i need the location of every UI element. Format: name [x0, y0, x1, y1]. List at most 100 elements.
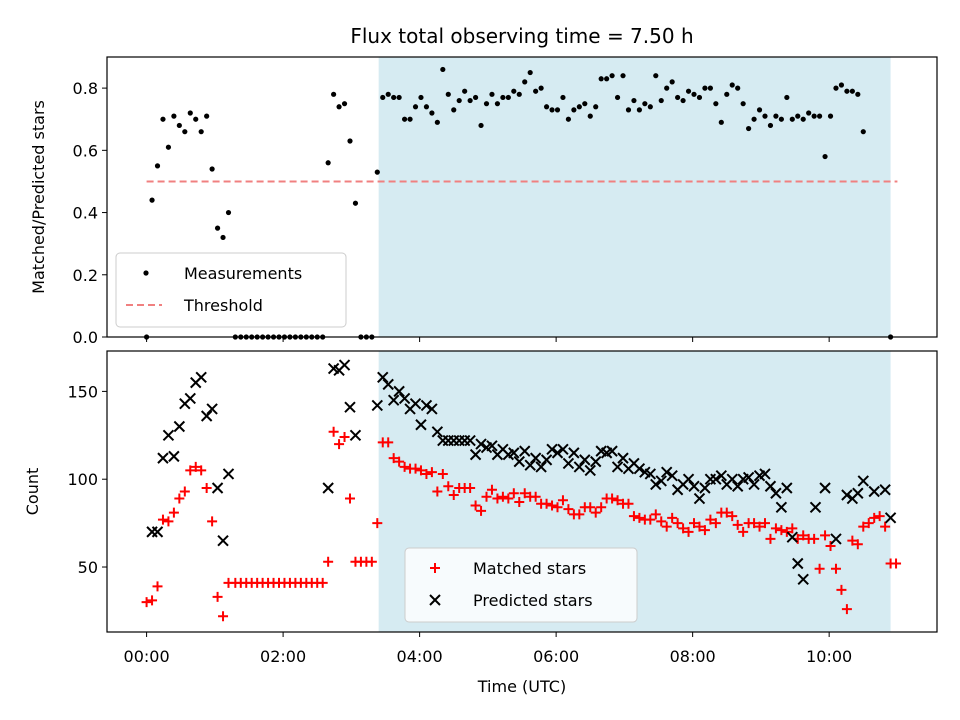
data-point: [742, 471, 755, 484]
data-point: [179, 486, 190, 497]
data-point: [661, 521, 672, 532]
data-point: [563, 504, 574, 515]
data-point: [565, 116, 572, 122]
data-point: [494, 101, 501, 107]
data-point: [328, 426, 339, 437]
data-point: [160, 116, 166, 122]
data-point: [476, 505, 487, 516]
data-point: [317, 577, 328, 588]
data-point: [590, 455, 602, 468]
legend-box: [404, 547, 638, 623]
data-point: [401, 116, 408, 122]
data-point: [171, 113, 177, 119]
legend-label: Matched stars: [473, 559, 586, 578]
data-point: [211, 482, 224, 494]
data-point: [751, 116, 757, 122]
data-point: [225, 209, 232, 216]
data-point: [789, 116, 795, 122]
x-tick-label: 06:00: [533, 647, 579, 666]
data-point: [409, 397, 422, 410]
data-point: [198, 129, 204, 135]
data-point: [860, 129, 866, 135]
data-point: [478, 122, 484, 129]
data-point: [426, 467, 437, 478]
legend-label: Predicted stars: [473, 591, 593, 610]
data-point: [696, 94, 703, 101]
data-point: [874, 511, 885, 522]
data-point: [838, 82, 845, 88]
data-point: [607, 493, 618, 504]
data-point: [786, 531, 799, 543]
data-point: [168, 450, 180, 463]
data-point: [880, 521, 891, 532]
data-point: [492, 493, 503, 504]
legend: Matched stars Predicted stars: [404, 547, 638, 623]
data-point: [884, 512, 897, 524]
data-point: [201, 482, 212, 493]
legend-marker: [143, 270, 149, 276]
data-point: [530, 491, 541, 502]
data-point: [598, 76, 604, 82]
data-point: [879, 484, 891, 496]
count-panel: 50 100 150 00:00 02:00 04:00 06:00 08:00 10:00 Co…: [23, 350, 938, 666]
y-tick-label: 150: [67, 382, 98, 401]
data-point: [841, 604, 852, 615]
data-point: [827, 113, 834, 119]
data-point: [527, 69, 533, 76]
data-point: [347, 138, 353, 144]
data-point: [620, 73, 626, 79]
data-point: [519, 488, 530, 499]
data-point: [571, 107, 577, 113]
data-point: [541, 498, 552, 509]
observing-window-shade: [378, 57, 891, 337]
x-tick-label: 08:00: [670, 647, 716, 666]
data-point: [732, 519, 743, 530]
data-point: [606, 445, 618, 457]
data-point: [683, 526, 694, 537]
legend-label: Measurements: [184, 264, 302, 283]
data-point: [366, 556, 377, 567]
data-point: [611, 461, 624, 473]
data-point: [220, 234, 226, 241]
data-point: [165, 144, 172, 150]
series-predicted-stars: [146, 359, 897, 586]
data-point: [344, 493, 355, 504]
data-point: [372, 518, 383, 529]
data-point: [415, 419, 427, 431]
y-tick-label: 0.0: [73, 328, 98, 347]
data-point: [497, 491, 508, 502]
data-point: [756, 107, 763, 113]
data-point: [483, 101, 490, 107]
data-point: [543, 104, 550, 110]
data-point: [423, 104, 430, 110]
legend-marker: [430, 563, 440, 573]
data-point: [426, 403, 438, 415]
data-point: [331, 91, 337, 97]
data-point: [792, 557, 804, 570]
data-point: [770, 523, 781, 534]
data-point: [658, 97, 664, 104]
data-point: [371, 399, 384, 412]
data-point: [645, 514, 656, 525]
data-point: [380, 94, 386, 101]
data-point: [176, 122, 182, 129]
data-point: [519, 445, 531, 457]
data-point: [503, 493, 514, 504]
data-point: [699, 482, 711, 494]
data-point: [833, 85, 839, 91]
data-point: [653, 73, 659, 79]
data-point: [200, 410, 213, 422]
data-point: [204, 113, 210, 119]
data-point: [394, 456, 405, 467]
data-point: [702, 85, 708, 91]
data-point: [195, 371, 207, 384]
data-point: [891, 558, 902, 569]
data-point: [655, 475, 667, 487]
data-point: [489, 91, 495, 97]
data-point: [505, 94, 511, 101]
data-point: [849, 88, 855, 94]
data-point: [174, 493, 185, 504]
data-point: [682, 473, 695, 485]
data-point: [341, 101, 348, 107]
data-point: [152, 581, 163, 592]
